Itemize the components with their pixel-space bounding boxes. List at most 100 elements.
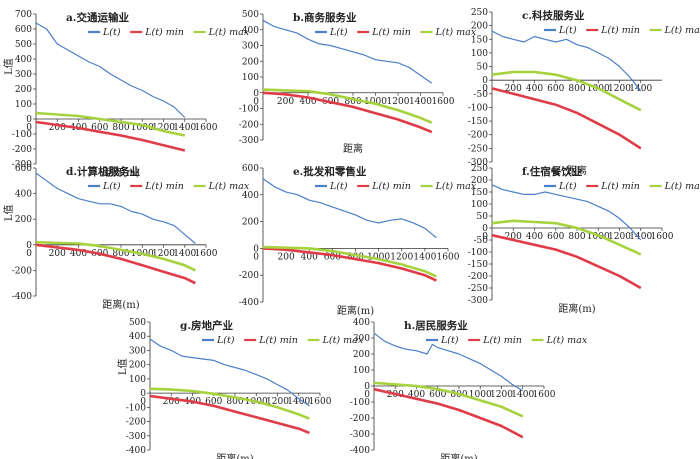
y-tick-label: 400 bbox=[15, 55, 32, 65]
series-line-3 bbox=[262, 245, 437, 278]
y-tick-label: -200 bbox=[468, 131, 488, 141]
series-line-3 bbox=[35, 240, 196, 272]
x-tick-label: 1400 bbox=[413, 252, 436, 262]
y-tick-label: -200 bbox=[239, 271, 259, 281]
x-tick-label: 1400 bbox=[173, 249, 196, 259]
x-tick-label: 1400 bbox=[409, 97, 432, 107]
x-tick-label: 1200 bbox=[608, 232, 631, 242]
x-tick-label: 800 bbox=[226, 397, 243, 407]
x-tick-label: 1200 bbox=[390, 252, 413, 262]
x-tick-label: 1000 bbox=[469, 390, 492, 400]
y-tick-label: 200 bbox=[242, 218, 259, 228]
x-tick-label: 1400 bbox=[629, 232, 652, 242]
legend-label: L(t) bbox=[329, 27, 348, 38]
x-tick-label: 600 bbox=[324, 252, 341, 262]
y-tick-label: -250 bbox=[468, 144, 488, 154]
x-tick-label: 600 bbox=[205, 397, 222, 407]
legend-label: L(t) max bbox=[435, 181, 477, 192]
y-tick-label: 0 bbox=[482, 224, 488, 234]
x-tick-label: 400 bbox=[70, 249, 87, 259]
legend-label: L(t) max bbox=[546, 335, 588, 346]
series-line-3 bbox=[491, 70, 642, 112]
y-tick-label: 300 bbox=[15, 70, 32, 80]
x-tick-label: 200 bbox=[278, 252, 295, 262]
x-tick-label: 800 bbox=[568, 232, 585, 242]
legend-label: L(t) max bbox=[208, 27, 250, 38]
x-tick-label: 1200 bbox=[387, 97, 410, 107]
y-tick-label: 200 bbox=[129, 361, 146, 371]
x-tick-label: 600 bbox=[429, 390, 446, 400]
y-tick-label: -400 bbox=[126, 446, 146, 456]
series-line-3 bbox=[35, 111, 186, 137]
x-axis-label: 距离(m) bbox=[102, 298, 139, 311]
legend-label: L(t) bbox=[216, 335, 235, 346]
x-tick-label: 400 bbox=[408, 390, 425, 400]
y-tick-label: 600 bbox=[15, 25, 32, 35]
x-tick-label: 200 bbox=[49, 123, 66, 133]
chart-title: e.批发和零售业 bbox=[293, 165, 367, 178]
x-axis-label: 距离(m) bbox=[102, 166, 139, 179]
y-tick-label: 100 bbox=[353, 366, 370, 376]
y-tick-label: 100 bbox=[15, 100, 32, 110]
y-tick-label: 400 bbox=[353, 318, 370, 328]
x-axis-label: 距离 bbox=[343, 142, 363, 155]
x-tick-label: 1000 bbox=[587, 232, 610, 242]
x-tick-label: 1600 bbox=[437, 252, 460, 262]
y-tick-label: -150 bbox=[468, 117, 488, 127]
y-tick-label: -50 bbox=[474, 236, 489, 246]
y-tick-label: 250 bbox=[471, 8, 488, 18]
y-tick-label: 500 bbox=[15, 40, 32, 50]
x-tick-label: 1000 bbox=[131, 123, 154, 133]
series-line-1 bbox=[262, 19, 433, 84]
x-tick-label: 1000 bbox=[367, 252, 390, 262]
series-line-1 bbox=[149, 338, 310, 407]
legend-label: L(t) min bbox=[482, 335, 522, 346]
y-tick-label: -100 bbox=[350, 398, 370, 408]
x-tick-label: 600 bbox=[547, 84, 564, 94]
x-axis-label: 距离(m) bbox=[558, 302, 595, 315]
legend-label: L(t) bbox=[558, 25, 577, 36]
x-tick-label: 1600 bbox=[195, 249, 218, 259]
x-tick-label: 1200 bbox=[490, 390, 513, 400]
series-line-1 bbox=[262, 178, 437, 239]
y-tick-label: 300 bbox=[242, 42, 259, 52]
x-tick-label: 1200 bbox=[152, 249, 175, 259]
x-tick-label: 0 bbox=[26, 123, 32, 133]
legend-label: L(t) min bbox=[144, 27, 184, 38]
y-tick-label: 400 bbox=[129, 332, 146, 342]
series-line-3 bbox=[373, 381, 524, 418]
x-tick-label: 200 bbox=[505, 232, 522, 242]
y-tick-label: -400 bbox=[239, 298, 259, 308]
y-tick-label: 100 bbox=[471, 200, 488, 210]
y-tick-label: 500 bbox=[129, 318, 146, 328]
y-tick-label: -300 bbox=[468, 296, 488, 306]
y-tick-label: 200 bbox=[242, 57, 259, 67]
y-tick-label: 200 bbox=[15, 215, 32, 225]
series-line-2 bbox=[35, 120, 186, 152]
y-tick-label: 50 bbox=[477, 212, 489, 222]
y-tick-label: 300 bbox=[353, 334, 370, 344]
y-tick-label: 0 bbox=[26, 115, 32, 125]
y-tick-label: 200 bbox=[15, 85, 32, 95]
y-tick-label: -200 bbox=[12, 266, 32, 276]
y-tick-label: 0 bbox=[482, 76, 488, 86]
y-tick-label: 0 bbox=[140, 389, 146, 399]
x-tick-label: 400 bbox=[526, 232, 543, 242]
x-tick-label: 0 bbox=[140, 397, 146, 407]
chart-title: g.房地产业 bbox=[180, 319, 233, 332]
x-axis-label: 距离(m) bbox=[216, 452, 253, 459]
y-tick-label: 400 bbox=[242, 26, 259, 36]
legend-label: L(t) min bbox=[371, 181, 411, 192]
legend-label: L(t) min bbox=[600, 181, 640, 192]
y-axis-label: L值 bbox=[2, 58, 15, 75]
x-tick-label: 1000 bbox=[364, 97, 387, 107]
series-line-3 bbox=[262, 88, 433, 124]
x-tick-label: 1400 bbox=[173, 123, 196, 133]
x-axis-label: 距离 bbox=[567, 164, 587, 177]
